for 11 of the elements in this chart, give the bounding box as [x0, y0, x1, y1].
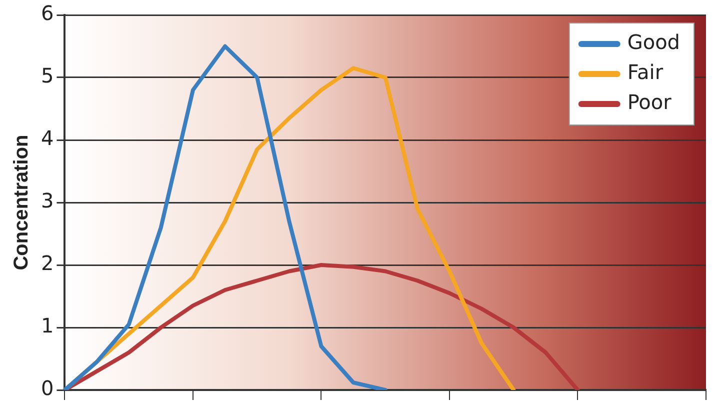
y-tick-label: 1	[40, 314, 54, 338]
y-tick-label: 3	[40, 188, 54, 213]
y-tick-label: 6	[40, 1, 54, 26]
y-tick-label: 0	[40, 376, 54, 400]
legend-label: Fair	[627, 60, 664, 84]
y-tick-label: 2	[40, 251, 54, 276]
legend-label: Good	[627, 30, 680, 54]
y-tick-label: 5	[40, 64, 54, 88]
y-axis-title: Concentration	[10, 134, 33, 270]
legend-label: Poor	[627, 90, 672, 114]
y-tick-label: 4	[40, 126, 54, 150]
